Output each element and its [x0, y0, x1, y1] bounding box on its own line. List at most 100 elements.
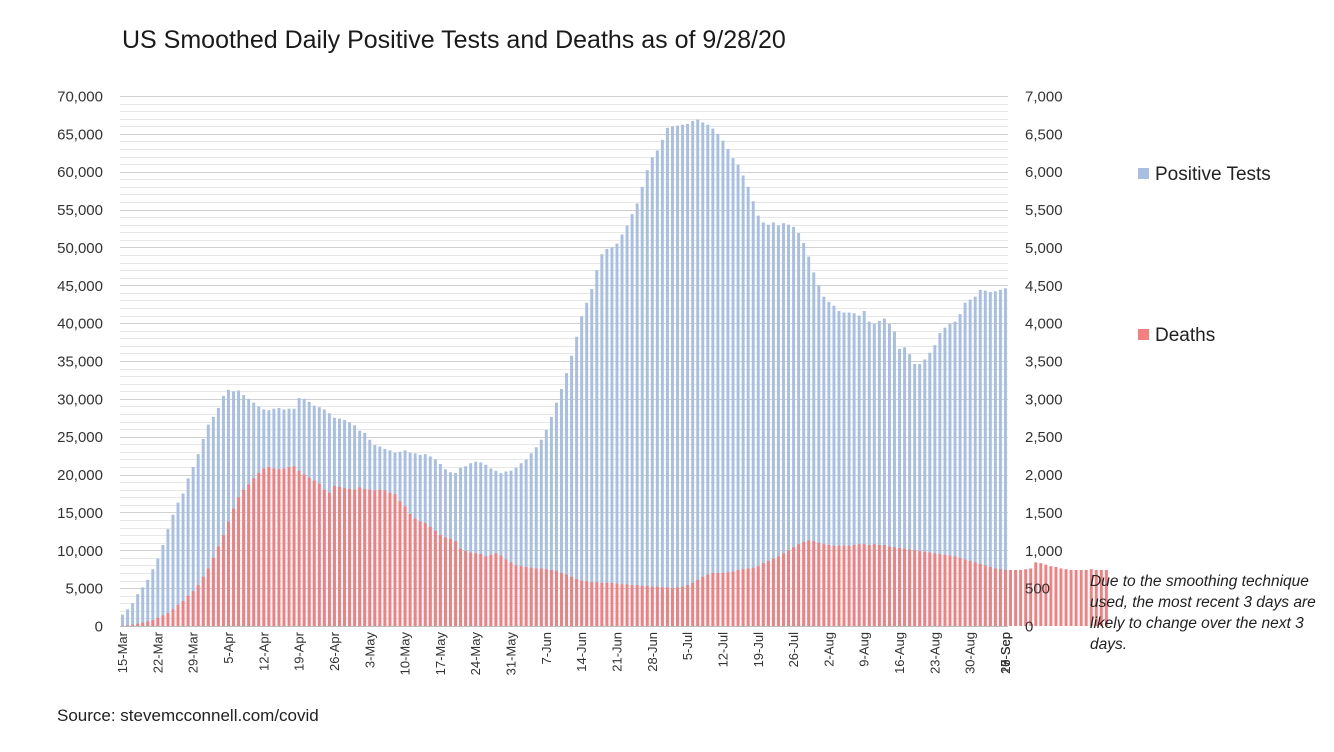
deaths-bar — [454, 541, 457, 626]
deaths-bar — [474, 553, 478, 626]
left-y-tick-label: 45,000 — [57, 278, 103, 295]
deaths-bar — [998, 569, 1002, 626]
deaths-bar — [544, 569, 548, 626]
positive-tests-bar — [978, 289, 982, 626]
positive-tests-bar — [146, 579, 150, 626]
deaths-bar — [736, 569, 740, 626]
positive-tests-bar — [519, 463, 523, 626]
x-tick-label: 10-May — [398, 632, 413, 676]
positive-tests-bar — [635, 203, 639, 626]
deaths-bar — [196, 585, 200, 626]
deaths-bar — [676, 587, 679, 626]
deaths-bar — [686, 585, 690, 626]
positive-tests-bar — [771, 222, 775, 626]
positive-tests-bar — [746, 186, 750, 627]
deaths-bar — [580, 580, 584, 626]
deaths-bar — [948, 555, 952, 626]
positive-tests-bar — [131, 603, 135, 626]
legend-deaths: Deaths — [1138, 325, 1215, 347]
deaths-bar — [751, 567, 755, 626]
deaths-bar — [983, 565, 987, 626]
deaths-bar — [978, 563, 982, 626]
left-y-tick-label: 30,000 — [57, 391, 103, 408]
positive-tests-bar — [151, 569, 155, 626]
deaths-bar — [348, 488, 352, 626]
deaths-bar — [343, 488, 346, 626]
positive-tests-bar — [802, 242, 806, 626]
x-axis: 15-Mar 22-Mar 29-Mar 5-Apr 12-Apr 19-Apr 26-Ap… — [115, 631, 1013, 675]
deaths-bar — [438, 535, 442, 626]
deaths-bar — [1024, 569, 1028, 626]
deaths-bar — [211, 557, 215, 626]
deaths-bar — [1084, 569, 1088, 626]
deaths-bar — [282, 468, 286, 626]
deaths-bar — [630, 585, 634, 626]
positive-tests-bar — [1004, 288, 1007, 626]
positive-tests-bar — [857, 315, 861, 626]
legend-positive-tests: Positive Tests — [1138, 164, 1271, 186]
deaths-bar — [247, 484, 251, 626]
positive-tests-bar — [181, 493, 185, 626]
x-tick-label: 12-Jul — [715, 632, 730, 668]
positive-tests-bar — [913, 364, 917, 626]
positive-tests-bar — [580, 316, 584, 626]
deaths-bar — [933, 553, 937, 626]
x-tick-label: 30-Aug — [963, 632, 978, 674]
positive-tests-bar — [958, 314, 962, 626]
positive-tests-bar — [983, 290, 987, 626]
deaths-bar — [1009, 569, 1012, 626]
deaths-bar — [489, 554, 493, 626]
deaths-bar — [302, 474, 306, 626]
positive-tests-bar — [600, 254, 604, 627]
positive-tests-bar — [221, 395, 225, 626]
deaths-bar — [403, 506, 407, 626]
deaths-bar — [625, 584, 629, 626]
positive-tests-bar — [489, 468, 493, 626]
deaths-bar — [928, 552, 932, 626]
positive-tests-bar — [701, 122, 705, 626]
positive-tests-bar — [832, 305, 836, 626]
deaths-bar — [479, 554, 483, 626]
deaths-bar — [433, 530, 437, 626]
deaths-bar — [358, 487, 362, 626]
positive-tests-bar — [756, 215, 760, 626]
positive-tests-bar — [908, 354, 912, 626]
deaths-bar — [317, 483, 321, 626]
left-y-tick-label: 50,000 — [57, 240, 103, 257]
deaths-bar — [1064, 569, 1068, 626]
positive-tests-bar — [988, 292, 992, 626]
x-tick-label: 19-Apr — [292, 631, 307, 671]
deaths-bar — [847, 545, 851, 626]
deaths-bar — [287, 467, 291, 626]
left-y-tick-label: 5,000 — [65, 581, 103, 598]
positive-tests-bar — [484, 464, 488, 626]
positive-tests-bar — [827, 301, 831, 626]
positive-tests-bar — [797, 233, 801, 627]
legend-deaths-label: Deaths — [1155, 325, 1216, 346]
positive-tests-bar — [211, 417, 215, 626]
left-y-tick-label: 65,000 — [57, 126, 103, 143]
deaths-bar — [232, 508, 235, 626]
deaths-bar — [151, 619, 155, 626]
left-y-tick-label: 55,000 — [57, 202, 103, 219]
x-tick-label: 12-Apr — [256, 631, 271, 671]
left-y-tick-label: 40,000 — [57, 316, 103, 333]
deaths-bar — [691, 582, 695, 626]
deaths-bar — [822, 544, 826, 626]
deaths-bar — [176, 604, 180, 626]
deaths-bar — [716, 573, 720, 626]
deaths-bar — [565, 574, 568, 626]
deaths-bar — [1004, 569, 1007, 626]
right-y-tick-label: 6,000 — [1025, 164, 1063, 181]
deaths-bar — [338, 486, 341, 626]
positive-tests-bar — [726, 149, 730, 626]
deaths-bar — [312, 480, 316, 626]
deaths-bar — [449, 538, 452, 626]
x-tick-label: 24-May — [468, 632, 483, 676]
right-y-tick-label: 7,000 — [1025, 89, 1063, 106]
positive-tests-bar — [136, 594, 140, 626]
positive-tests-bar — [161, 544, 165, 626]
deaths-bar — [529, 567, 533, 626]
deaths-bar — [388, 492, 392, 626]
deaths-bar — [726, 572, 730, 626]
